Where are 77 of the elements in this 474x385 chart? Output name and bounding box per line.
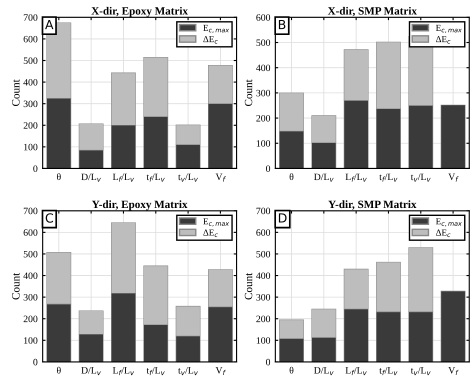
y-tick-label: 200 [24, 122, 38, 129]
y-tick-label: 500 [24, 57, 38, 64]
y-tick-label: 600 [256, 229, 270, 236]
annotation: C [46, 213, 54, 223]
y-tick-label: 500 [24, 250, 38, 258]
chart-title: Y-dir, Epoxy Matrix [92, 200, 188, 210]
legend-label: ΔE$_{c}$ [436, 36, 450, 44]
x-tick-label: t$_{v}$/L$_{v}$ [410, 367, 431, 376]
chart-title: Y-dir, SMP Matrix [328, 200, 416, 210]
y-axis-title: Count [12, 272, 20, 300]
y-tick-label: 600 [24, 36, 38, 42]
y-tick-label: 100 [24, 144, 38, 150]
x-tick-label: t$_{v}$/L$_{v}$ [410, 174, 431, 182]
x-tick-label: t$_{v}$/L$_{v}$ [178, 174, 198, 182]
x-tick-label: V$_{f}$ [448, 174, 459, 182]
legend-label: E$_{c,max}$ [203, 24, 230, 34]
x-tick-label: θ [56, 366, 61, 374]
y-tick-label: 500 [256, 39, 270, 46]
y-axis-title: Count [244, 272, 252, 300]
y-tick-label: 300 [256, 90, 270, 96]
bar [440, 290, 466, 362]
y-tick-label: 700 [24, 208, 38, 214]
y-tick-label: 500 [256, 250, 270, 258]
x-tick-label: L$_{f}$/L$_{v}$ [112, 174, 134, 182]
x-tick-label: t$_{f}$/L$_{v}$ [146, 367, 165, 376]
x-tick-label: D/L$_{v}$ [314, 174, 334, 182]
y-tick-label: 0 [33, 165, 38, 172]
x-tick-label: L$_{f}$/L$_{v}$ [112, 367, 134, 376]
y-tick-label: 600 [24, 229, 38, 236]
legend-label: E$_{c,max}$ [436, 24, 462, 34]
x-tick-label: θ [290, 173, 294, 180]
chart-title: X-dir, Epoxy Matrix [91, 6, 188, 17]
y-axis-title: Count [12, 79, 20, 106]
x-tick-label: t$_{f}$/L$_{v}$ [379, 174, 398, 182]
x-tick-label: D/L$_{v}$ [81, 174, 101, 182]
x-tick-label: t$_{f}$/L$_{v}$ [146, 174, 165, 182]
y-tick-label: 700 [24, 14, 38, 21]
x-tick-label: L$_{f}$/L$_{v}$ [346, 367, 367, 376]
chart-title: X-dir, SMP Matrix [328, 6, 417, 16]
x-tick-label: t$_{f}$/L$_{v}$ [379, 367, 398, 376]
y-tick-label: 0 [266, 165, 270, 172]
y-axis-title: Count [244, 79, 252, 106]
y-tick-label: 100 [256, 140, 270, 147]
x-tick-label: θ [290, 366, 294, 374]
x-tick-label: D/L$_{v}$ [81, 367, 101, 376]
legend-label: E$_{c,max}$ [436, 218, 462, 226]
y-tick-label: 100 [24, 337, 38, 344]
annotation: B [278, 20, 286, 30]
y-tick-label: 400 [23, 79, 38, 86]
y-tick-label: 400 [256, 272, 270, 280]
y-tick-label: 400 [256, 64, 270, 72]
y-tick-label: 0 [266, 358, 270, 366]
y-tick-label: 100 [256, 337, 270, 344]
legend-label: ΔE$_{c}$ [203, 230, 218, 238]
x-tick-label: L$_{f}$/L$_{v}$ [346, 174, 367, 182]
y-tick-label: 200 [256, 316, 270, 322]
y-tick-label: 200 [256, 114, 270, 122]
y-tick-label: 0 [33, 358, 38, 366]
y-tick-label: 300 [256, 294, 270, 301]
y-tick-label: 700 [256, 208, 270, 214]
annotation: D [278, 213, 287, 223]
y-tick-label: 400 [23, 272, 38, 280]
x-tick-label: t$_{v}$/L$_{v}$ [178, 367, 198, 376]
bar [440, 104, 466, 168]
annotation: A [45, 20, 54, 30]
legend-label: E$_{c,max}$ [203, 218, 230, 226]
x-tick-label: V$_{f}$ [448, 367, 459, 376]
x-tick-label: D/L$_{v}$ [314, 367, 334, 376]
x-tick-label: θ [56, 173, 61, 180]
x-tick-label: V$_{f}$ [216, 367, 226, 376]
y-tick-label: 600 [256, 14, 270, 21]
x-tick-label: V$_{f}$ [216, 174, 226, 182]
y-tick-label: 200 [24, 316, 38, 322]
legend-label: ΔE$_{c}$ [203, 36, 218, 44]
y-tick-label: 300 [24, 100, 38, 108]
legend-label: ΔE$_{c}$ [436, 230, 450, 238]
y-tick-label: 300 [24, 294, 38, 301]
